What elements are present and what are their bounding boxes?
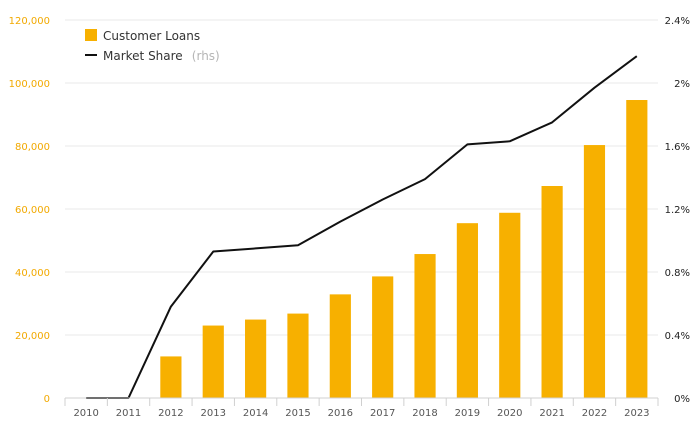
bar (287, 313, 309, 398)
bar (541, 186, 563, 398)
x-axis: 2010 2011 2012 2013 2014 2015 2016 2017 2018 2019… (64, 397, 659, 419)
x-tick-label: 2010 (73, 408, 98, 419)
y-right-tick-label: 0% (674, 394, 690, 405)
line-series (86, 55, 638, 399)
x-tick-label: 2023 (624, 408, 649, 419)
bar (160, 356, 182, 398)
x-tick-label: 2018 (412, 408, 437, 419)
x-tick-label: 2020 (497, 408, 522, 419)
y-left-tick-label: 20,000 (15, 331, 50, 342)
y-right-tick-label: 2.4% (665, 16, 690, 27)
x-tick-label: 2012 (158, 408, 183, 419)
x-tick-label: 2013 (201, 408, 226, 419)
x-tick-label: 2015 (285, 408, 310, 419)
y-left-tick-label: 0 (44, 394, 50, 405)
bar (329, 294, 351, 398)
legend-label-rhs: (rhs) (192, 49, 220, 63)
y-right-tick-label: 0.4% (665, 331, 690, 342)
right-y-axis: 0% 0.4% 0.8% 1.2% 1.6% 2% 2.4% (665, 16, 690, 405)
y-right-tick-label: 0.8% (665, 268, 690, 279)
x-tick-label: 2019 (455, 408, 480, 419)
x-tick-label: 2011 (116, 408, 141, 419)
bar (245, 319, 267, 398)
x-tick-label: 2021 (539, 408, 564, 419)
bar (583, 145, 606, 398)
y-right-tick-label: 1.2% (665, 205, 690, 216)
bar (626, 100, 648, 398)
x-tick-label: 2022 (582, 408, 607, 419)
y-left-tick-label: 80,000 (15, 142, 50, 153)
y-left-tick-label: 100,000 (9, 79, 50, 90)
bar (456, 223, 478, 398)
y-left-tick-label: 40,000 (15, 268, 50, 279)
legend-label-customer-loans: Customer Loans (103, 29, 200, 43)
legend-swatch-customer-loans (85, 29, 97, 41)
y-left-tick-label: 60,000 (15, 205, 50, 216)
y-right-tick-label: 2% (674, 79, 690, 90)
x-tick-label: 2016 (328, 408, 353, 419)
bar (202, 325, 224, 398)
left-y-axis: 0 20,000 40,000 60,000 80,000 100,000 120,000 (9, 16, 50, 405)
legend-label-market-share: Market Share (rhs) (103, 45, 220, 64)
bar (372, 276, 394, 398)
legend-label-market-share-name: Market Share (103, 49, 183, 63)
x-tick-label: 2014 (243, 408, 268, 419)
y-left-tick-label: 120,000 (9, 16, 50, 27)
market-share-line (86, 55, 638, 399)
bar (499, 212, 521, 398)
x-tick-label: 2017 (370, 408, 395, 419)
legend: Customer Loans Market Share (rhs) (85, 29, 220, 64)
y-right-tick-label: 1.6% (665, 142, 690, 153)
bar-series (160, 100, 648, 398)
gridlines (65, 19, 658, 336)
bar (414, 254, 436, 398)
